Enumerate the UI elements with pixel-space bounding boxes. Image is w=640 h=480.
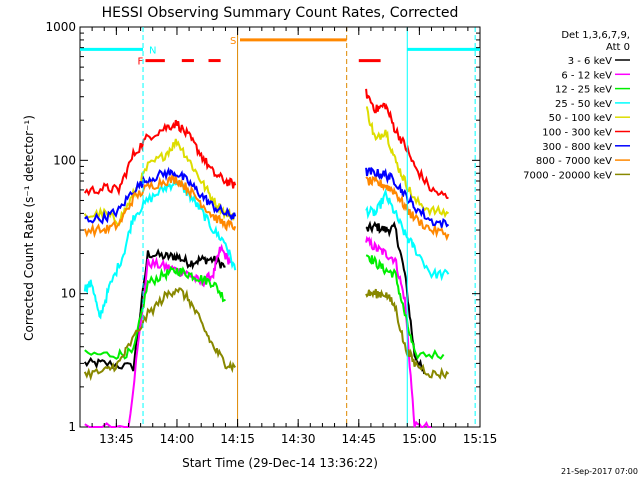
series-line-8-seg-1	[365, 288, 450, 380]
y-tick-label-3: 1000	[45, 20, 76, 34]
x-tick-label-4: 14:45	[341, 432, 376, 446]
series-line-2-seg-0	[84, 265, 226, 360]
series-line-3-seg-0	[83, 178, 237, 320]
series-line-0-seg-0	[83, 248, 226, 372]
flag-label-N: N	[149, 45, 156, 56]
legend-label-3: 25 - 50 keV	[555, 99, 612, 110]
y-tick-label-2: 100	[53, 153, 76, 167]
legend-label-6: 300 - 800 keV	[542, 142, 612, 153]
footer-date: 21-Sep-2017 07:00	[561, 467, 638, 476]
series-line-2-seg-1	[365, 254, 445, 361]
legend-label-7: 800 - 7000 keV	[536, 156, 612, 167]
series-line-5-seg-1	[365, 88, 449, 200]
series-line-7-seg-0	[83, 174, 237, 239]
x-tick-label-3: 14:30	[281, 432, 316, 446]
series-line-1-seg-1	[365, 235, 432, 428]
plot-area	[79, 26, 481, 428]
legend-header-0: Det 1,3,6,7,9,	[561, 30, 630, 41]
series-line-4-seg-1	[365, 106, 450, 219]
x-tick-label-1: 14:00	[160, 432, 195, 446]
flag-bars: NF S	[80, 36, 480, 68]
legend-header-1: Att 0	[606, 42, 630, 53]
y-tick-label-0: 1	[68, 420, 76, 434]
legend-label-5: 100 - 300 keV	[542, 128, 612, 139]
legend-label-1: 6 - 12 keV	[561, 70, 612, 81]
series-line-6-seg-1	[365, 166, 450, 232]
y-tick-label-1: 10	[61, 287, 76, 301]
legend-label-8: 7000 - 20000 keV	[523, 170, 612, 181]
vertical-markers	[142, 27, 476, 427]
x-tick-label-2: 14:15	[220, 432, 255, 446]
series-line-5-seg-0	[83, 119, 237, 197]
series-line-8-seg-0	[83, 287, 237, 382]
series-line-6-seg-0	[84, 166, 237, 225]
plot-frame	[79, 26, 481, 428]
x-axis-label: Start Time (29-Dec-14 13:36:22)	[182, 456, 378, 470]
series-line-4-seg-0	[83, 138, 236, 227]
chart-title: HESSI Observing Summary Count Rates, Cor…	[102, 5, 459, 21]
y-axis-label: Corrected Count Rate (s⁻¹ detector⁻¹)	[22, 115, 36, 341]
x-tick-label-6: 15:15	[463, 432, 498, 446]
axes: 13:45 14:00 14:15 14:30 14:45 15:00 15:15 1 10 10…	[45, 20, 497, 446]
flag-label-F: F	[137, 57, 143, 68]
x-tick-label-5: 15:00	[402, 432, 437, 446]
series-line-0-seg-1	[365, 220, 426, 375]
x-tick-label-0: 13:45	[99, 432, 134, 446]
legend-label-2: 12 - 25 keV	[555, 85, 612, 96]
series-line-3-seg-1	[365, 187, 450, 282]
legend-label-4: 50 - 100 keV	[549, 113, 613, 124]
legend-label-0: 3 - 6 keV	[568, 56, 612, 67]
series-group	[83, 88, 450, 428]
legend: Det 1,3,6,7,9,Att 0 3 - 6 keV 6 - 12 keV 12…	[523, 30, 630, 181]
series-line-7-seg-1	[365, 175, 450, 242]
flag-label-S: S	[230, 36, 236, 47]
series-line-1-seg-0	[84, 243, 232, 428]
